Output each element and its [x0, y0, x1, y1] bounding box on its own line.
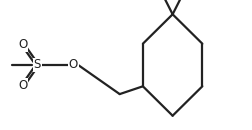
- Text: O: O: [69, 58, 78, 72]
- Text: O: O: [18, 79, 27, 92]
- Text: S: S: [34, 58, 41, 72]
- Text: O: O: [18, 38, 27, 51]
